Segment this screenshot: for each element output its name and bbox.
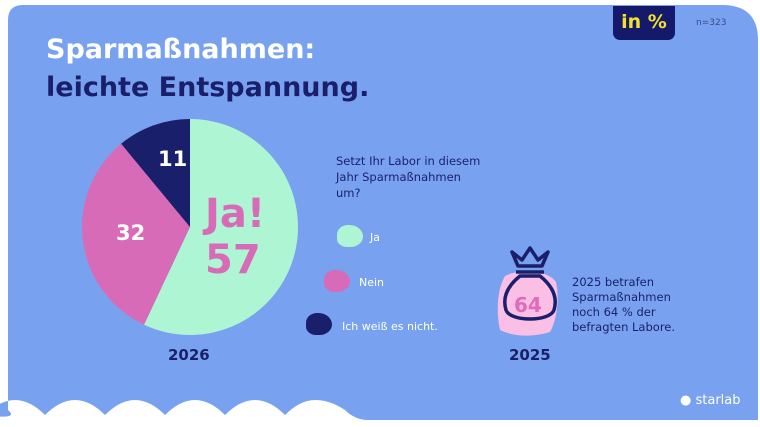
pie-slice-unknown	[121, 119, 190, 227]
comparison-value: 64	[514, 293, 542, 317]
pie-label-11: 11	[158, 147, 188, 171]
year-2026: 2026	[168, 346, 210, 364]
pie-label-57: 57	[205, 237, 261, 283]
sample-size: n=323	[696, 18, 727, 28]
legend-label-ja: Ja	[370, 231, 380, 244]
money-bag-icon	[497, 246, 558, 336]
starlab-logo: ● starlab	[680, 393, 741, 408]
title-line-2: leichte Entspannung.	[46, 72, 370, 103]
pie-slice-ja	[144, 119, 298, 335]
legend-swatch-unknown	[306, 313, 332, 335]
unit-badge: in %	[613, 6, 675, 40]
legend-label-nein: Nein	[359, 276, 385, 289]
pie-slice-nein	[82, 143, 190, 325]
legend-label-unknown: Ich weiß es nicht.	[342, 320, 438, 333]
legend-swatch-nein	[324, 270, 350, 292]
pie-chart	[82, 119, 298, 335]
pie-label-32: 32	[116, 221, 146, 245]
pie-label-ja: Ja!	[205, 191, 266, 237]
year-2025: 2025	[509, 346, 551, 364]
title-line-1: Sparmaßnahmen:	[46, 34, 316, 65]
question-text: Setzt Ihr Labor in diesem Jahr Sparmaßna…	[336, 154, 481, 200]
comparison-note: 2025 betrafen Sparmaßnahmen noch 64 % de…	[572, 275, 676, 334]
drop-icon: ●	[680, 393, 692, 408]
legend-swatch-ja	[337, 225, 363, 247]
logo-text: starlab	[695, 393, 741, 408]
